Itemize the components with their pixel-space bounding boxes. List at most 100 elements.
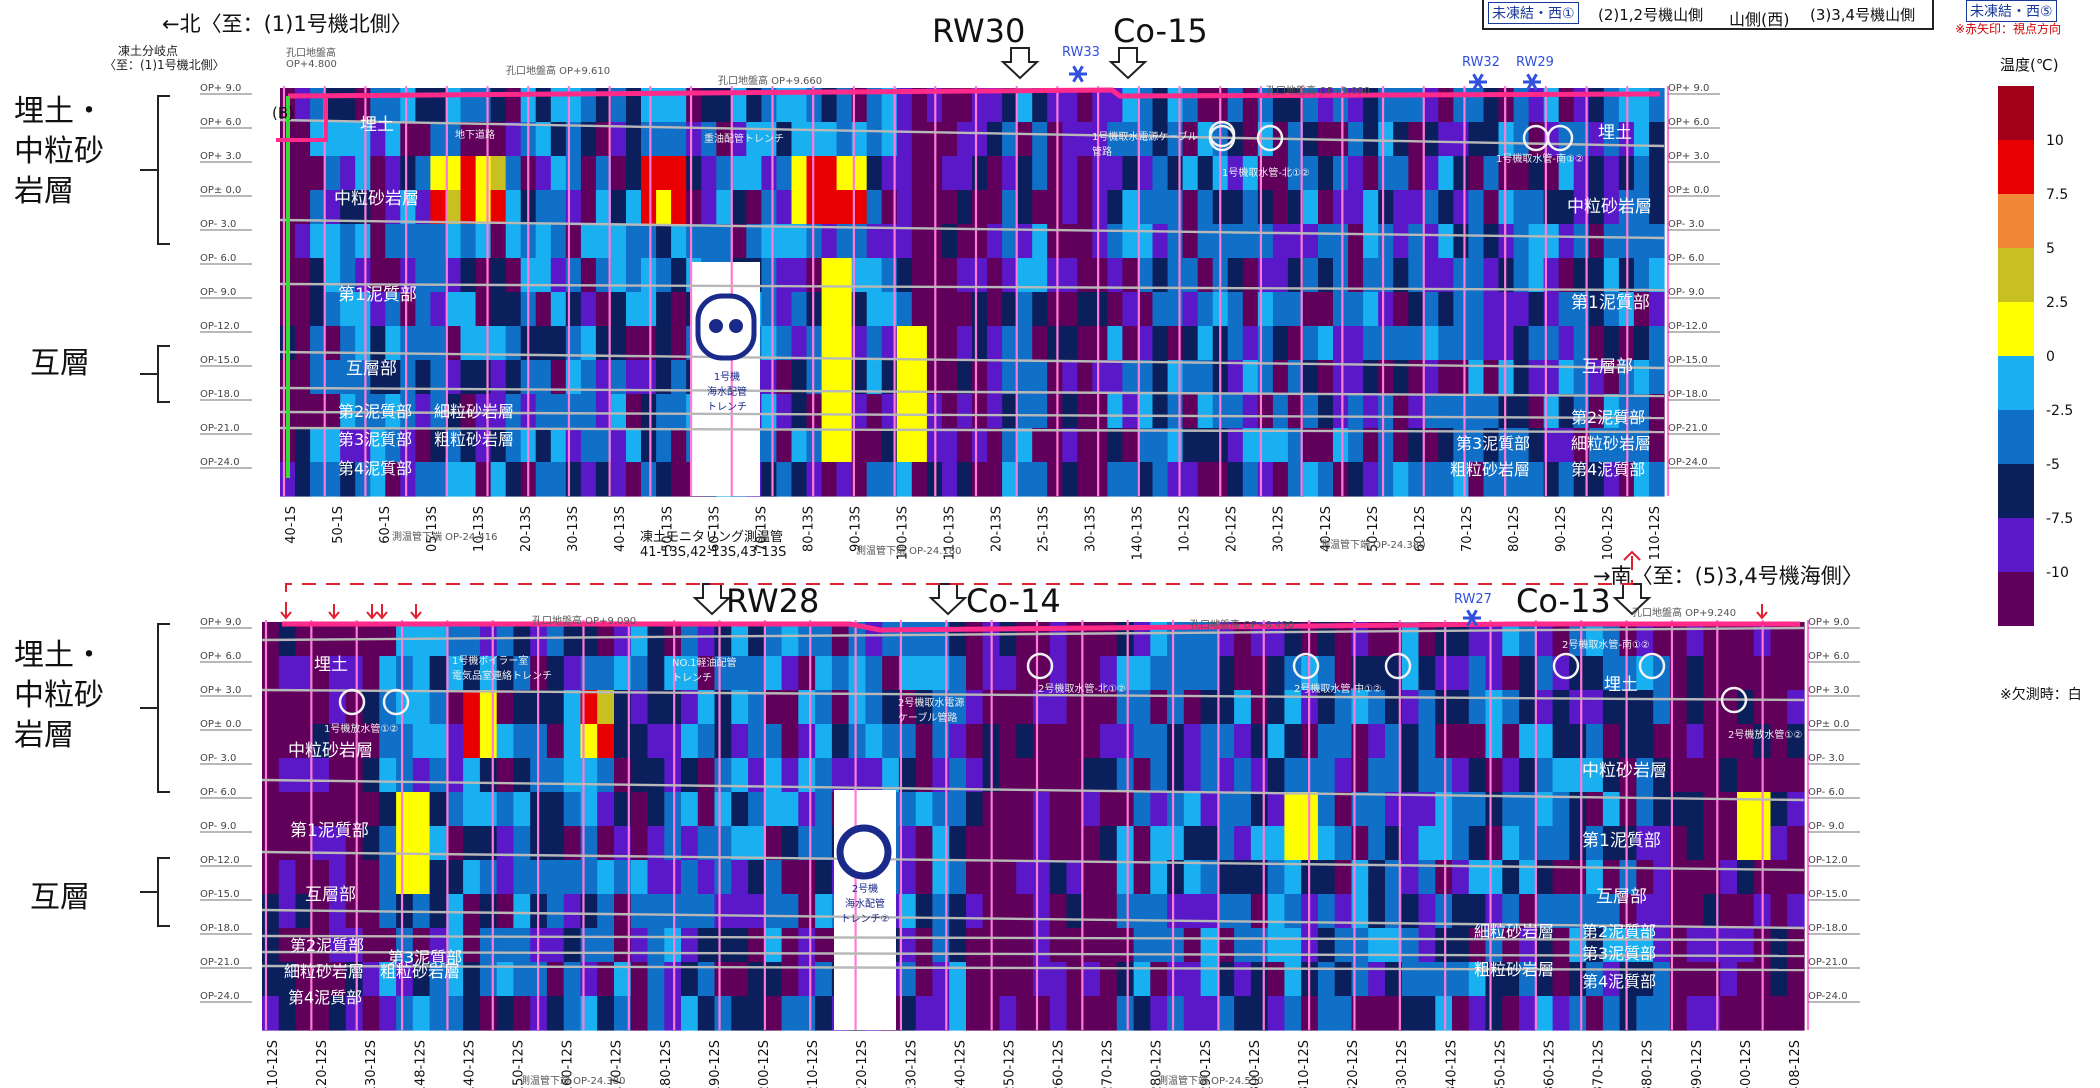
heatmap-cell xyxy=(1318,394,1334,429)
heatmap-cell xyxy=(546,724,565,759)
heatmap-cell xyxy=(580,326,597,361)
heatmap-cell xyxy=(1284,690,1302,725)
heatmap-cell xyxy=(1234,928,1252,963)
heatmap-cell xyxy=(1378,394,1394,429)
heatmap-cell xyxy=(1498,122,1515,157)
heatmap-cell xyxy=(580,224,597,259)
heatmap-cell xyxy=(1385,724,1403,759)
red-view-arrow xyxy=(1623,550,1641,561)
heatmap-cell xyxy=(614,996,632,1031)
heatmap-cell xyxy=(1468,122,1484,157)
heatmap-cell xyxy=(681,656,699,691)
depth-tick-label: OP- 6.0 xyxy=(200,253,236,264)
heatmap-cell xyxy=(1150,996,1168,1031)
heatmap-cell xyxy=(898,724,917,759)
heatmap-cell xyxy=(1150,962,1168,997)
heatmap-cell xyxy=(310,190,326,225)
heatmap-cell xyxy=(475,258,492,293)
heatmap-cell xyxy=(1303,462,1319,497)
heatmap-cell xyxy=(1401,860,1420,895)
heatmap-cell xyxy=(1498,190,1515,225)
heatmap-cell xyxy=(641,326,657,361)
heatmap-cell xyxy=(1351,962,1369,997)
heatmap-cell xyxy=(1150,622,1168,657)
heatmap-cell xyxy=(1543,428,1560,463)
heatmap-cell xyxy=(550,88,567,123)
heatmap-cell xyxy=(1122,190,1138,225)
heatmap-cell xyxy=(776,326,792,361)
heatmap-cell xyxy=(513,622,531,657)
heatmap-cell xyxy=(446,860,464,895)
heatmap-cell xyxy=(1485,656,1503,691)
borehole-label: 20-12S xyxy=(1225,506,1240,552)
heatmap-cell xyxy=(385,428,401,463)
heatmap-cell xyxy=(535,394,552,429)
heatmap-cell xyxy=(781,724,799,759)
heatmap-cell xyxy=(815,792,833,827)
heatmap-cell xyxy=(1558,428,1575,463)
heatmap-cell xyxy=(1619,622,1637,657)
heatmap-cell xyxy=(1649,462,1665,497)
heatmap-cell xyxy=(1588,224,1605,259)
heatmap-cell xyxy=(1137,462,1154,497)
heatmap-cell xyxy=(776,88,792,123)
heatmap-cell xyxy=(1227,394,1244,429)
heatmap-cell xyxy=(1318,428,1334,463)
heatmap-cell xyxy=(1033,724,1051,759)
heatmap-cell xyxy=(1167,394,1184,429)
heatmap-cell xyxy=(776,190,792,225)
heatmap-cell xyxy=(1737,724,1755,759)
heatmap-cell xyxy=(1167,292,1184,327)
heatmap-cell xyxy=(1438,292,1454,327)
heatmap-cell xyxy=(1602,656,1621,691)
heatmap-cell xyxy=(614,826,632,861)
heatmap-cell xyxy=(1569,996,1587,1031)
heatmap-cell xyxy=(821,428,838,463)
heatmap-cell xyxy=(1603,258,1620,293)
b-mark: (B) xyxy=(272,104,294,122)
heatmap-cell xyxy=(748,758,766,793)
heatmap-cell xyxy=(1573,394,1590,429)
heatmap-cell xyxy=(941,190,958,225)
heatmap-cell xyxy=(1318,292,1334,327)
heatmap-cell xyxy=(957,190,973,225)
heatmap-cell xyxy=(312,758,330,793)
heatmap-cell xyxy=(580,428,597,463)
heatmap-cell xyxy=(848,622,866,657)
heatmap-cell xyxy=(1183,690,1202,725)
heatmap-cell xyxy=(656,122,672,157)
borehole-label: 110-12S xyxy=(266,1040,281,1088)
heatmap-cell xyxy=(821,88,838,123)
heatmap-cell xyxy=(1378,258,1394,293)
strata-boundary xyxy=(261,626,1805,642)
heatmap-cell xyxy=(898,792,917,827)
heatmap-cell xyxy=(714,792,732,827)
borehole-label: 50-1S xyxy=(331,506,346,544)
heatmap-cell xyxy=(550,462,567,497)
heatmap-cell xyxy=(1200,724,1218,759)
heatmap-cell xyxy=(1272,394,1289,429)
heatmap-cell xyxy=(505,462,522,497)
heatmap-cell xyxy=(1017,122,1033,157)
heatmap-cell xyxy=(1152,360,1169,395)
heatmap-cell xyxy=(714,826,732,861)
heatmap-cell xyxy=(1483,326,1500,361)
marker-co15: Co-15 xyxy=(1113,12,1208,50)
heatmap-cell xyxy=(446,690,464,725)
heatmap-cell xyxy=(513,894,531,929)
heatmap-cell xyxy=(641,360,657,395)
heatmap-cell xyxy=(1183,724,1202,759)
heatmap-cell xyxy=(1002,394,1018,429)
heatmap-cell xyxy=(1649,224,1665,259)
heatmap-cell xyxy=(1423,428,1439,463)
heatmap-cell xyxy=(611,190,627,225)
heatmap-cell xyxy=(1401,894,1420,929)
legend-tick-label: -2.5 xyxy=(2046,403,2073,419)
heatmap-cell xyxy=(1401,928,1420,963)
borehole-label: 50-13S xyxy=(660,506,675,552)
heatmap-cell xyxy=(1250,826,1269,861)
strata-boundary xyxy=(279,282,1665,292)
depth-tick-label: OP-24.0 xyxy=(1808,991,1848,1002)
heatmap-cell xyxy=(463,962,481,997)
heatmap-cell xyxy=(1217,894,1235,929)
